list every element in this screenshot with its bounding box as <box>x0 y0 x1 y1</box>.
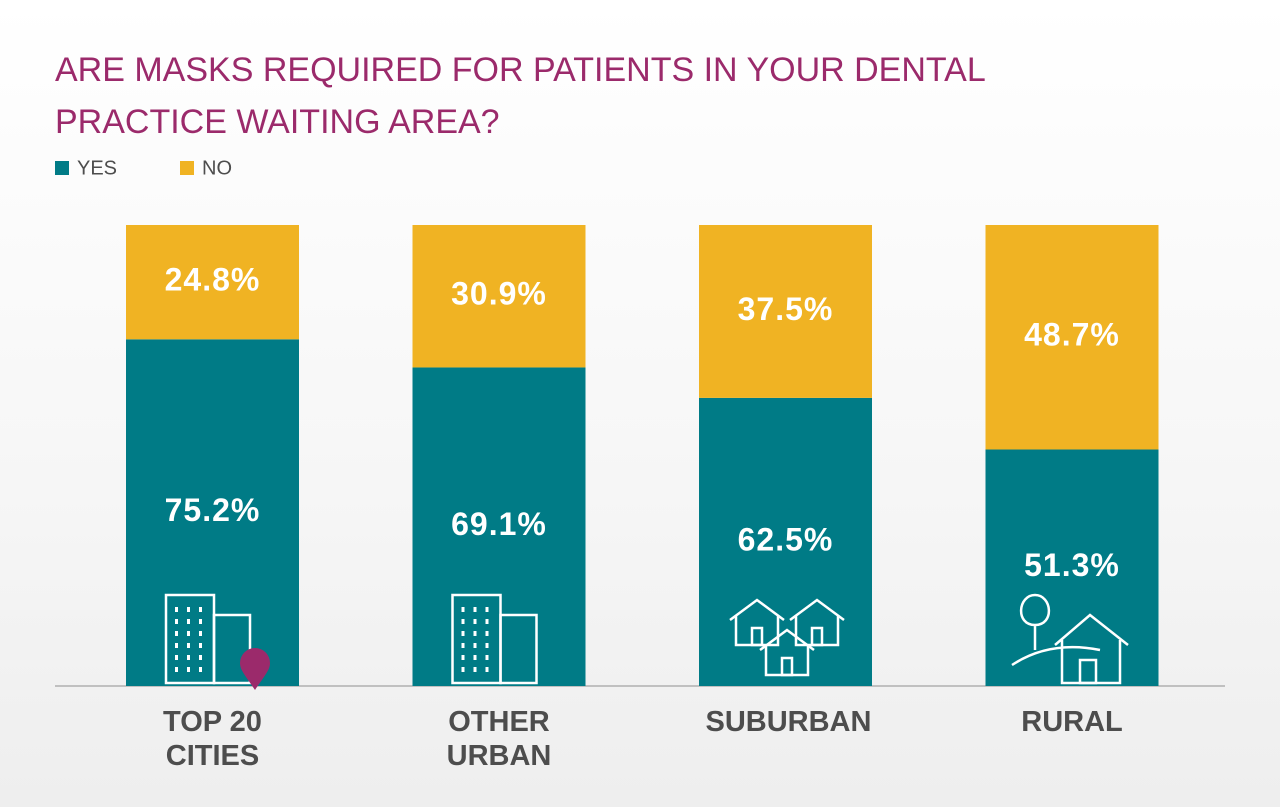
icon-window <box>187 631 190 636</box>
bar-segment <box>985 225 1159 450</box>
legend-label: YES <box>77 157 117 179</box>
icon-window <box>485 619 489 624</box>
icons <box>164 593 1129 685</box>
icon-window <box>473 619 477 624</box>
x-tick-label: TOP 20 CITIES <box>163 706 262 772</box>
value-label: 51.3% <box>1024 547 1120 583</box>
value-label: 30.9% <box>451 276 547 312</box>
icon-window <box>199 667 202 672</box>
value-label: 75.2% <box>165 492 261 528</box>
icon-window <box>485 643 489 648</box>
icon-window <box>485 607 489 612</box>
icon-window <box>461 619 465 624</box>
icon-window <box>187 667 190 672</box>
icon-window <box>175 655 178 660</box>
icon-window <box>199 631 202 636</box>
icon-door <box>750 626 764 647</box>
bar-segment <box>699 397 872 686</box>
icon-door <box>810 626 824 647</box>
value-label: 24.8% <box>165 262 261 298</box>
icon-building <box>499 613 538 685</box>
icon-window <box>473 607 477 612</box>
icon-window <box>473 643 477 648</box>
icon-door <box>1078 658 1098 685</box>
icon-window <box>187 607 190 612</box>
icon-window <box>199 643 202 648</box>
bar-segment <box>412 367 586 686</box>
legend-swatch <box>55 161 69 175</box>
chart-title: ARE MASKS REQUIRED FOR PATIENTS IN YOUR … <box>55 51 985 141</box>
icon-window <box>187 619 190 624</box>
bar-segment <box>126 225 299 340</box>
icon-window <box>485 667 489 672</box>
icon-window <box>473 655 477 660</box>
icon-window <box>199 655 202 660</box>
icon-window <box>187 655 190 660</box>
icon-door <box>780 656 794 677</box>
icon-window <box>461 607 465 612</box>
bar-segment <box>126 339 299 686</box>
x-tick-label: OTHER URBAN <box>446 706 552 772</box>
value-label: 69.1% <box>451 506 547 542</box>
icon-rural <box>1011 593 1129 685</box>
icon-window <box>175 667 178 672</box>
value-label: 48.7% <box>1024 317 1120 353</box>
icon-window <box>485 631 489 636</box>
icon-window <box>461 667 465 672</box>
icon-window <box>199 619 202 624</box>
icon-window <box>473 667 477 672</box>
value-label: 37.5% <box>738 291 834 327</box>
icon-window <box>485 655 489 660</box>
icon-window <box>175 631 178 636</box>
icon-window <box>461 631 465 636</box>
icon-window <box>461 655 465 660</box>
bar-segment <box>412 225 586 368</box>
x-tick-label: RURAL <box>1021 706 1123 738</box>
icon-window <box>175 619 178 624</box>
x-tick-label: SUBURBAN <box>705 706 872 738</box>
legend-label: NO <box>202 157 232 179</box>
icon-window <box>187 643 190 648</box>
icon-window <box>175 643 178 648</box>
icon-window <box>199 607 202 612</box>
icon-window <box>175 607 178 612</box>
icon-window <box>473 631 477 636</box>
bar-segment <box>699 225 872 398</box>
value-label: 62.5% <box>738 521 834 557</box>
icon-pin <box>240 648 270 690</box>
icon-window <box>461 643 465 648</box>
legend-swatch <box>180 161 194 175</box>
